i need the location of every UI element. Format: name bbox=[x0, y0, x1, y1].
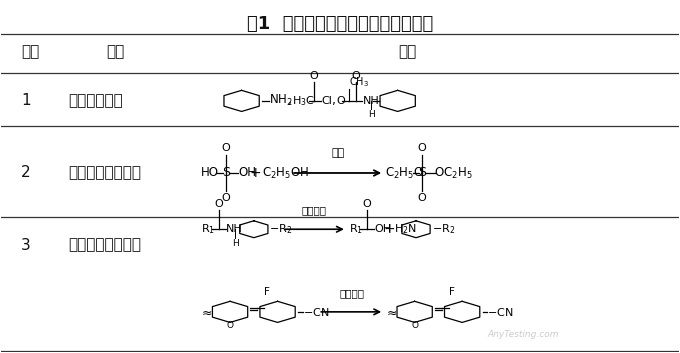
Text: +: + bbox=[383, 222, 394, 236]
Text: O: O bbox=[222, 143, 231, 153]
Text: AnyTesting.com: AnyTesting.com bbox=[488, 330, 559, 339]
Text: HO: HO bbox=[201, 167, 219, 179]
Text: ,: , bbox=[288, 94, 292, 107]
Text: 基因毒性合成产物: 基因毒性合成产物 bbox=[69, 166, 141, 180]
Text: 还原反应: 还原反应 bbox=[302, 205, 326, 215]
Text: 举例: 举例 bbox=[398, 44, 417, 59]
Text: H: H bbox=[232, 239, 239, 248]
Text: R$_1$: R$_1$ bbox=[201, 222, 215, 236]
Text: Cl: Cl bbox=[321, 96, 332, 106]
Text: C$_2$H$_5$O: C$_2$H$_5$O bbox=[386, 166, 424, 180]
Text: C$_2$H$_5$OH: C$_2$H$_5$OH bbox=[262, 166, 309, 180]
Text: 基因毒性试剂: 基因毒性试剂 bbox=[69, 94, 123, 108]
Text: S: S bbox=[222, 167, 230, 179]
Text: +: + bbox=[250, 166, 261, 180]
Text: O: O bbox=[362, 199, 371, 209]
Text: $-$CN: $-$CN bbox=[303, 306, 329, 318]
Text: 3: 3 bbox=[21, 238, 31, 252]
Text: ,: , bbox=[332, 94, 336, 107]
Text: $-$R$_2$: $-$R$_2$ bbox=[432, 222, 455, 236]
Text: $≈$: $≈$ bbox=[201, 305, 212, 318]
Text: S: S bbox=[418, 167, 426, 179]
Text: $≈$: $≈$ bbox=[386, 305, 397, 318]
Text: OH: OH bbox=[238, 167, 256, 179]
Text: OC$_2$H$_5$: OC$_2$H$_5$ bbox=[435, 166, 473, 180]
Text: 氧化反应: 氧化反应 bbox=[339, 288, 364, 298]
Text: O: O bbox=[222, 193, 231, 203]
Text: O: O bbox=[310, 71, 319, 80]
Text: 高温: 高温 bbox=[331, 148, 345, 158]
Text: R$_1$: R$_1$ bbox=[349, 222, 363, 236]
Text: NH: NH bbox=[362, 96, 379, 106]
Text: O: O bbox=[418, 143, 426, 153]
Text: O: O bbox=[411, 321, 418, 330]
Text: H: H bbox=[368, 110, 375, 119]
Text: 2: 2 bbox=[21, 166, 31, 180]
Text: OH: OH bbox=[374, 224, 391, 234]
Text: 类别: 类别 bbox=[21, 44, 39, 59]
Text: O: O bbox=[215, 199, 224, 209]
Text: 名称: 名称 bbox=[106, 44, 124, 59]
Text: O: O bbox=[418, 193, 426, 203]
Text: CH$_3$: CH$_3$ bbox=[349, 75, 369, 89]
Text: 1: 1 bbox=[21, 94, 31, 108]
Text: O: O bbox=[352, 71, 360, 80]
Text: F: F bbox=[264, 287, 270, 297]
Text: 表1  药品中基因毒性杂质的来源举例: 表1 药品中基因毒性杂质的来源举例 bbox=[247, 15, 433, 33]
Text: $-$CN: $-$CN bbox=[488, 306, 513, 318]
Text: $-$R$_2$: $-$R$_2$ bbox=[269, 222, 292, 236]
Text: H$_2$N: H$_2$N bbox=[394, 222, 418, 236]
Text: NH$_2$: NH$_2$ bbox=[269, 93, 293, 108]
Text: 基因毒性降解产物: 基因毒性降解产物 bbox=[69, 238, 141, 252]
Text: NH: NH bbox=[226, 224, 243, 234]
Text: F: F bbox=[449, 287, 455, 297]
Text: O: O bbox=[337, 96, 345, 106]
Text: H$_3$C: H$_3$C bbox=[292, 94, 316, 108]
Text: O: O bbox=[226, 321, 233, 330]
